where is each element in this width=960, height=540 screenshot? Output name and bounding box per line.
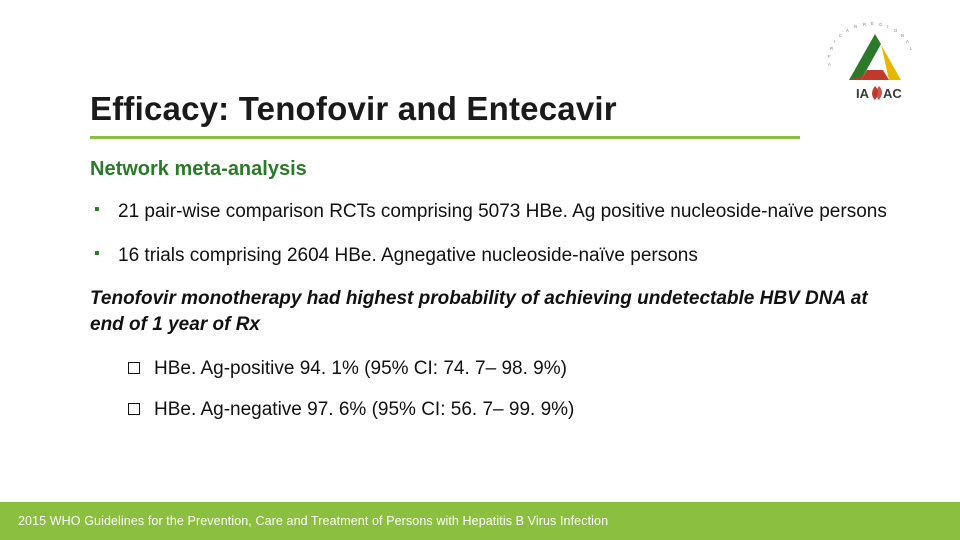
- svg-text:A: A: [828, 62, 831, 67]
- sub-bullet-item: HBe. Ag-positive 94. 1% (95% CI: 74. 7– …: [126, 356, 900, 382]
- svg-text:A: A: [906, 39, 909, 44]
- svg-text:A: A: [846, 28, 849, 33]
- slide-title: Efficacy: Tenofovir and Entecavir: [90, 90, 800, 139]
- title-region: Efficacy: Tenofovir and Entecavir: [90, 90, 800, 139]
- svg-text:I: I: [887, 24, 888, 29]
- svg-text:E: E: [871, 21, 874, 26]
- footer-text: 2015 WHO Guidelines for the Prevention, …: [0, 514, 608, 528]
- svg-text:O: O: [894, 28, 898, 33]
- sub-bullet-list: HBe. Ag-positive 94. 1% (95% CI: 74. 7– …: [126, 356, 900, 423]
- footer-bar: 2015 WHO Guidelines for the Prevention, …: [0, 502, 960, 540]
- bullet-list: 21 pair-wise comparison RCTs comprising …: [90, 199, 900, 268]
- svg-text:L: L: [910, 46, 913, 51]
- svg-text:R: R: [830, 46, 833, 51]
- logo: AFR ICA NRE GIO NAL IA AC: [820, 18, 930, 113]
- svg-text:N: N: [901, 33, 904, 38]
- subtitle: Network meta-analysis: [90, 158, 900, 181]
- svg-text:I: I: [834, 39, 835, 44]
- svg-text:F: F: [828, 54, 831, 59]
- svg-text:G: G: [879, 22, 882, 27]
- svg-text:C: C: [839, 33, 842, 38]
- body-region: Network meta-analysis 21 pair-wise compa…: [90, 158, 900, 439]
- sub-bullet-item: HBe. Ag-negative 97. 6% (95% CI: 56. 7– …: [126, 397, 900, 423]
- svg-text:IA: IA: [856, 86, 870, 101]
- svg-text:AC: AC: [883, 86, 902, 101]
- bullet-item: 21 pair-wise comparison RCTs comprising …: [90, 199, 900, 225]
- svg-text:N: N: [854, 24, 857, 29]
- bullet-item: 16 trials comprising 2604 HBe. Agnegativ…: [90, 243, 900, 269]
- emphasis-text: Tenofovir monotherapy had highest probab…: [90, 286, 900, 337]
- svg-text:R: R: [863, 22, 866, 27]
- slide: AFR ICA NRE GIO NAL IA AC Efficac: [0, 0, 960, 540]
